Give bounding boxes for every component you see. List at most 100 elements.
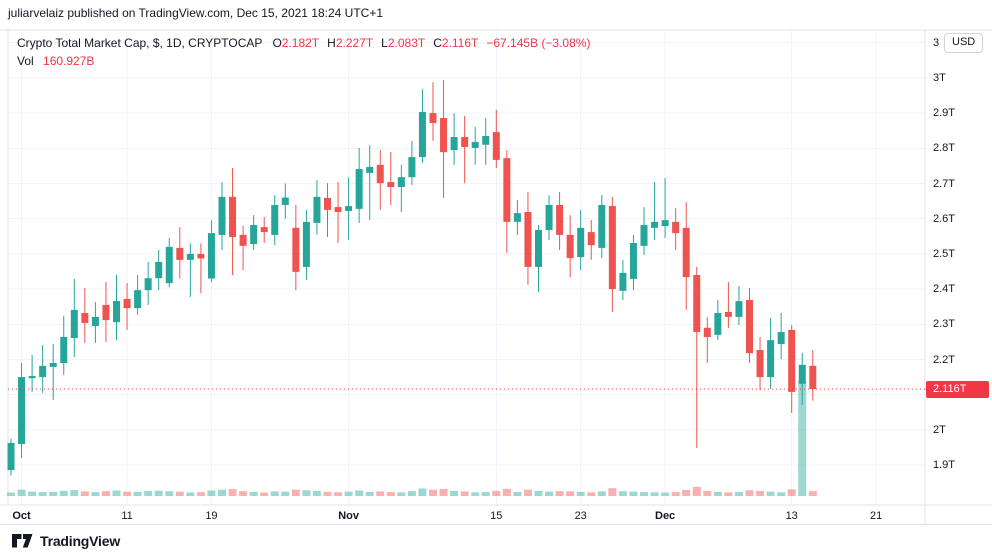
candle-body bbox=[524, 212, 532, 267]
tradingview-logo[interactable]: TradingView bbox=[12, 533, 120, 549]
volume-bar bbox=[545, 491, 554, 496]
candle-body bbox=[397, 177, 405, 188]
volume-bar bbox=[17, 489, 26, 496]
candle-body bbox=[577, 227, 585, 258]
volume-bar bbox=[59, 490, 68, 496]
ohlc-field-label: H bbox=[327, 36, 336, 50]
candle-body bbox=[28, 376, 36, 379]
price-tick-label: 1.9T bbox=[933, 459, 956, 472]
volume-bar bbox=[154, 490, 163, 496]
ohlc-field-value: 2.116T bbox=[441, 36, 479, 50]
volume-bar bbox=[608, 488, 617, 496]
volume-bar bbox=[766, 491, 775, 496]
volume-bar bbox=[692, 486, 701, 496]
time-tick-label: 19 bbox=[205, 510, 218, 522]
volume-bar bbox=[661, 492, 670, 496]
candle-body bbox=[461, 137, 469, 147]
volume-bar bbox=[270, 491, 279, 496]
volume-bar bbox=[344, 491, 353, 496]
volume-bar bbox=[123, 491, 132, 496]
candle-body bbox=[714, 313, 722, 335]
candle-body bbox=[229, 196, 237, 238]
symbol-title: Crypto Total Market Cap, $, 1D, CRYPTOCA… bbox=[17, 36, 263, 50]
volume-bar bbox=[133, 491, 142, 496]
candle-body bbox=[492, 132, 500, 160]
candle-body bbox=[186, 253, 194, 260]
price-tick-label: 2.5T bbox=[933, 247, 956, 260]
candle-body bbox=[450, 137, 458, 151]
candle-body bbox=[345, 206, 353, 211]
candle-body bbox=[746, 300, 753, 354]
candle-body bbox=[324, 197, 331, 210]
volume-bar bbox=[756, 490, 765, 496]
volume-bar bbox=[302, 490, 311, 496]
candle-body bbox=[629, 242, 637, 279]
candle-body bbox=[313, 196, 321, 223]
price-tick-label: 3T bbox=[933, 71, 946, 84]
candle-body bbox=[70, 309, 78, 339]
volume-bar bbox=[629, 491, 638, 496]
ohlc-field-value: 2.182T bbox=[281, 36, 320, 50]
candle-body bbox=[482, 135, 490, 145]
volume-bar bbox=[787, 489, 796, 496]
candle-body bbox=[155, 261, 163, 279]
candle-body bbox=[545, 204, 553, 230]
volume-bar bbox=[376, 491, 385, 496]
price-tick-label: 2.6T bbox=[933, 212, 956, 225]
candle-body bbox=[756, 349, 764, 378]
volume-bar bbox=[460, 491, 469, 496]
candle-body bbox=[724, 311, 732, 317]
volume-bar bbox=[713, 491, 722, 496]
price-tick-label: 2.4T bbox=[933, 283, 956, 296]
time-tick-label: Dec bbox=[655, 510, 676, 522]
volume-bar bbox=[745, 490, 754, 496]
ohlc-field-value: 2.083T bbox=[387, 36, 426, 50]
volume-bar bbox=[418, 488, 427, 496]
volume-bar bbox=[144, 490, 153, 496]
tradingview-logo-text: TradingView bbox=[40, 533, 121, 549]
volume-bar bbox=[566, 491, 575, 496]
volume-bar bbox=[49, 491, 58, 496]
volume-bar bbox=[28, 491, 37, 496]
volume-bar bbox=[471, 492, 480, 496]
ohlc-field-value: 2.227T bbox=[335, 36, 374, 50]
candle-body bbox=[134, 290, 142, 309]
candle-body bbox=[7, 442, 15, 471]
candle-body bbox=[113, 301, 120, 323]
price-tick-label: 2T bbox=[933, 423, 946, 436]
candle-body bbox=[281, 197, 289, 205]
candle-body bbox=[767, 340, 775, 378]
time-tick-label: 15 bbox=[490, 510, 503, 522]
candle-body bbox=[366, 166, 374, 173]
ohlc-field-label: O bbox=[272, 36, 282, 50]
candle-body bbox=[703, 327, 711, 337]
volume-bar bbox=[397, 492, 406, 496]
last-price-tag: 2.116T bbox=[926, 380, 989, 398]
price-tick-label: 2.8T bbox=[933, 142, 956, 155]
candle-body bbox=[260, 227, 268, 233]
volume-bar bbox=[555, 491, 564, 496]
volume-bar bbox=[724, 492, 733, 496]
volume-bar bbox=[260, 492, 269, 496]
price-tick-label: 2.3T bbox=[933, 318, 956, 331]
candle-body bbox=[566, 234, 574, 259]
volume-bar bbox=[80, 491, 89, 496]
volume-bar bbox=[228, 489, 237, 496]
volume-bar bbox=[492, 490, 501, 496]
volume-bar bbox=[682, 490, 691, 496]
candle-body bbox=[355, 169, 363, 209]
volume-bar bbox=[175, 491, 184, 496]
candle-body bbox=[165, 246, 173, 284]
candle-body bbox=[777, 332, 785, 345]
candle-body bbox=[408, 157, 416, 178]
legend-row-volume: Vol 160.927B bbox=[17, 54, 590, 68]
currency-toggle-button[interactable]: USD bbox=[944, 33, 984, 53]
volume-bar bbox=[186, 492, 195, 496]
volume-bar bbox=[650, 492, 659, 496]
candle-body bbox=[608, 206, 616, 290]
volume-bar bbox=[112, 490, 121, 496]
ohlc-field-label: C bbox=[433, 36, 442, 50]
candle-body bbox=[556, 204, 564, 235]
